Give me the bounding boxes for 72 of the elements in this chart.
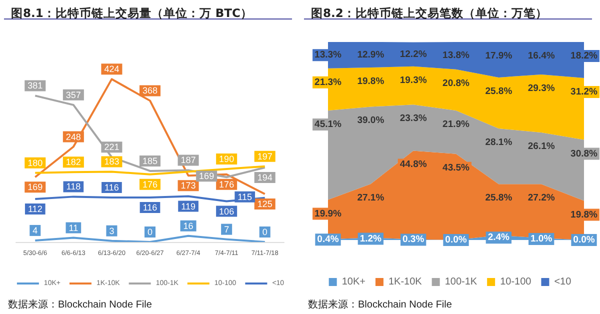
source-note: 数据来源：Blockchain Node File: [8, 298, 152, 310]
data-label: 19.8%: [570, 209, 598, 220]
data-label: 116: [104, 182, 119, 192]
data-label: 2.4%: [488, 232, 510, 244]
legend-label: <10: [554, 276, 572, 288]
data-label: 31.2%: [570, 86, 598, 98]
data-label: 28.1%: [485, 137, 513, 148]
data-label: 11: [68, 222, 78, 233]
data-label: 424: [104, 64, 120, 74]
data-label: 180: [28, 158, 43, 168]
data-label: 169: [199, 171, 214, 182]
source-note: 数据来源：Blockchain Node File: [308, 298, 452, 310]
data-label: 39.0%: [357, 115, 385, 126]
data-label: 19.3%: [400, 74, 428, 86]
data-label: 248: [66, 132, 81, 142]
data-label: 26.1%: [528, 140, 556, 152]
data-label: 0: [147, 227, 153, 237]
data-label: 13.3%: [314, 50, 342, 61]
data-label: 44.8%: [400, 159, 428, 170]
data-label: 21.9%: [442, 119, 470, 130]
data-label: 17.9%: [485, 50, 513, 62]
data-label: 25.8%: [485, 86, 513, 97]
data-label: 176: [219, 179, 234, 190]
data-label: 29.3%: [528, 82, 556, 94]
data-label: 112: [28, 204, 42, 214]
legend-label: 10-100: [500, 276, 532, 288]
data-label: 12.9%: [357, 49, 385, 60]
data-label: 190: [219, 154, 234, 164]
data-label: 106: [219, 206, 234, 216]
data-label: 381: [28, 80, 43, 91]
data-label: 116: [142, 202, 158, 212]
data-label: 368: [142, 86, 158, 96]
data-label: 16.4%: [528, 50, 556, 62]
data-label: 25.8%: [485, 192, 513, 204]
data-label: 4: [32, 225, 38, 236]
data-label: 194: [257, 172, 272, 183]
data-label: 221: [104, 142, 120, 152]
data-label: 23.3%: [400, 113, 428, 124]
chart-title: 图8.1：比特币链上交易量（单位：万 BTC）: [11, 6, 252, 20]
data-label: 30.8%: [570, 148, 598, 160]
data-label: 19.9%: [314, 208, 342, 220]
data-label: 357: [66, 90, 81, 100]
data-label: 7: [224, 224, 230, 234]
data-label: 13.8%: [442, 50, 470, 62]
data-label: 187: [180, 155, 196, 166]
data-label: 182: [66, 157, 81, 168]
data-label: 27.2%: [528, 192, 556, 204]
data-label: 118: [66, 182, 81, 192]
data-label: 12.2%: [400, 48, 428, 60]
data-label: 0: [262, 227, 268, 237]
data-label: 45.1%: [314, 119, 342, 130]
data-label: 16: [183, 220, 194, 231]
data-label: 185: [142, 156, 158, 166]
data-label: 115: [238, 192, 252, 202]
data-label: 119: [181, 201, 196, 212]
data-label: 169: [28, 182, 43, 192]
data-label: 197: [257, 151, 272, 162]
data-label: 183: [104, 156, 120, 167]
legend-label: 10K+: [342, 276, 366, 288]
legend-label: 1K-10K: [388, 276, 422, 288]
data-label: 125: [257, 199, 272, 209]
data-label: 18.2%: [570, 50, 598, 62]
data-label: 173: [180, 180, 196, 191]
data-label: 21.3%: [314, 76, 342, 88]
chart-title: 图8.2：比特币链上交易笔数（单位：万笔）: [311, 6, 548, 20]
data-label: 20.8%: [442, 78, 470, 89]
data-label: 43.5%: [442, 162, 470, 174]
data-label: 19.8%: [357, 76, 385, 88]
legend-label: 100-1K: [444, 276, 478, 288]
data-label: 27.1%: [357, 192, 385, 204]
data-label: 176: [142, 179, 158, 190]
data-label: 3: [109, 226, 114, 236]
